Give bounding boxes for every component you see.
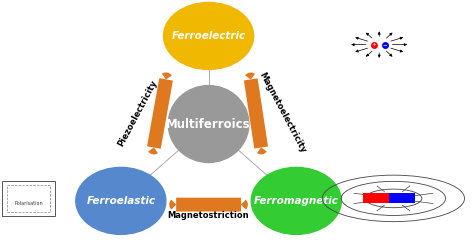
Ellipse shape: [164, 2, 254, 69]
Text: Ferromagnetic: Ferromagnetic: [254, 196, 339, 206]
Ellipse shape: [76, 167, 166, 234]
Text: Piezoelectricity: Piezoelectricity: [116, 78, 159, 148]
Bar: [363, 193, 389, 203]
FancyBboxPatch shape: [2, 181, 55, 216]
Text: Multiferroics: Multiferroics: [166, 118, 251, 130]
Text: Magnetoelectricity: Magnetoelectricity: [257, 71, 307, 155]
FancyArrowPatch shape: [251, 79, 261, 148]
Text: Polarisation: Polarisation: [14, 201, 43, 206]
Text: +: +: [371, 42, 376, 47]
Ellipse shape: [251, 167, 341, 234]
Text: Ferroelastic: Ferroelastic: [86, 196, 155, 206]
Text: −: −: [383, 42, 387, 47]
Text: Ferroelectric: Ferroelectric: [172, 31, 246, 41]
Bar: [389, 193, 415, 203]
Text: Magnetostriction: Magnetostriction: [168, 211, 249, 220]
FancyArrowPatch shape: [154, 79, 166, 148]
Ellipse shape: [168, 86, 249, 162]
